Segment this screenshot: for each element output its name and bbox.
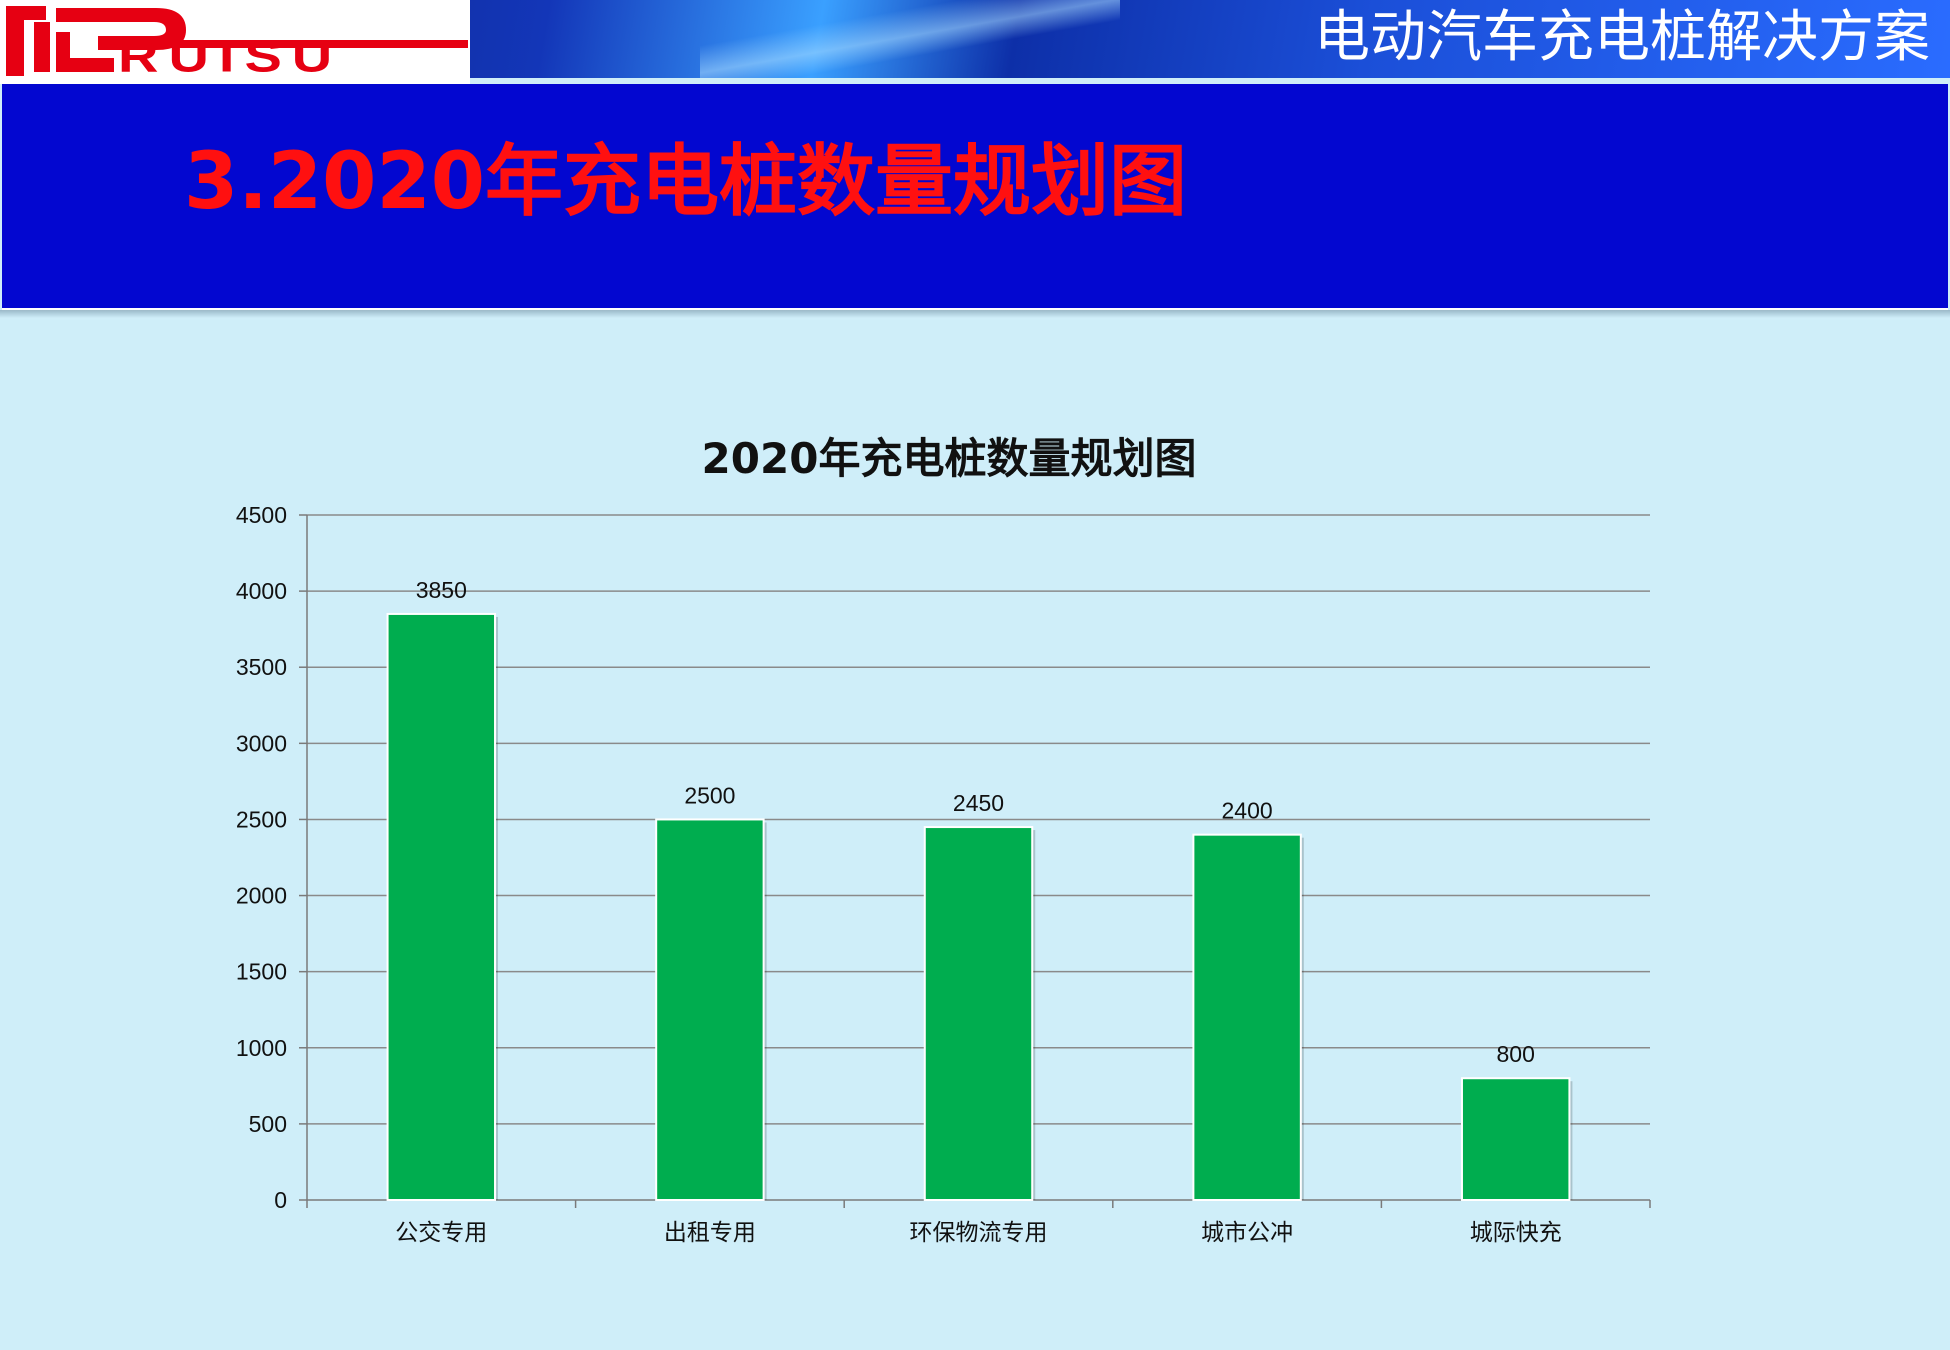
x-tick-label: 公交专用 [395, 1219, 487, 1245]
logo: RUISU [0, 0, 470, 84]
bar [1460, 1077, 1571, 1201]
bar [655, 818, 765, 1201]
y-tick-label: 0 [274, 1187, 287, 1213]
y-tick-label: 4000 [236, 578, 287, 604]
data-label: 800 [1497, 1041, 1535, 1067]
y-tick-label: 1000 [236, 1035, 287, 1061]
y-tick-label: 3500 [236, 654, 287, 680]
x-tick-label: 环保物流专用 [910, 1219, 1048, 1245]
logo-underline [118, 40, 468, 48]
data-label: 2500 [684, 782, 735, 808]
logo-text: RUISU [118, 30, 343, 82]
bar [923, 826, 1034, 1201]
ruisu-logo-mark-icon [6, 6, 186, 76]
header-light-streak [700, 0, 1120, 78]
y-tick-label: 2500 [236, 806, 287, 832]
y-tick-label: 1500 [236, 959, 287, 985]
slide-title: 3.2020年充电桩数量规划图 [184, 137, 1187, 227]
title-banner [2, 84, 1948, 311]
bar [386, 612, 497, 1201]
y-tick-label: 3000 [236, 730, 287, 756]
chart-title: 2020年充电桩数量规划图 [701, 434, 1197, 483]
data-label: 2400 [1222, 798, 1273, 824]
y-tick-label: 2000 [236, 883, 287, 909]
y-tick-label: 4500 [236, 502, 287, 528]
y-tick-label: 500 [249, 1111, 287, 1137]
data-label: 2450 [953, 790, 1004, 816]
header-title: 电动汽车充电桩解决方案 [1314, 5, 1930, 70]
x-tick-label: 出租专用 [664, 1219, 756, 1245]
banner-shadow [0, 310, 1950, 318]
x-tick-label: 城际快充 [1470, 1219, 1562, 1245]
bar [1192, 833, 1302, 1202]
data-label: 3850 [416, 577, 467, 603]
x-tick-label: 城市公冲 [1201, 1219, 1293, 1245]
